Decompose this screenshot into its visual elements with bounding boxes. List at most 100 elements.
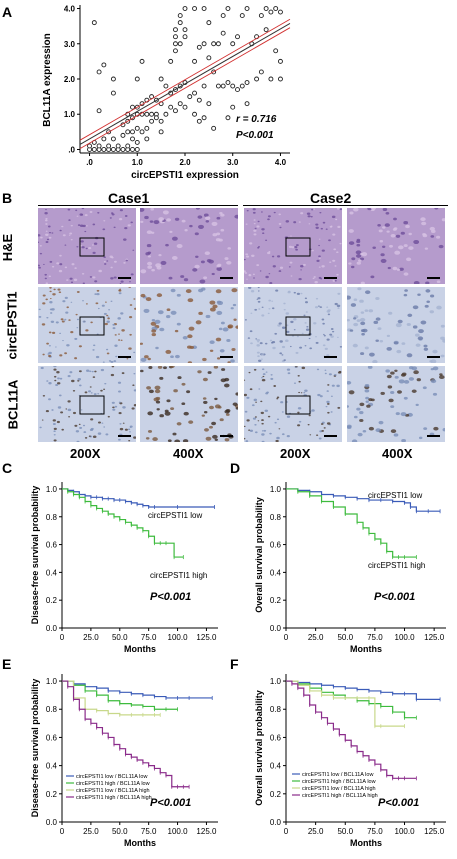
zoom-box: [79, 237, 105, 257]
scatter-point: [101, 147, 107, 152]
fit-line: [79, 23, 291, 145]
scatter-point: [87, 143, 92, 149]
panel-letter-b: B: [2, 190, 13, 206]
y-tick-label: 0.6: [46, 541, 58, 550]
mag-label-1: 200X: [70, 446, 101, 461]
scatter-point: [230, 104, 236, 110]
x-tick-label: 25.0: [308, 633, 324, 642]
zoom-box: [285, 237, 311, 257]
zoom-box: [285, 316, 311, 336]
scatter-point: [110, 76, 116, 82]
scatter-point: [96, 108, 102, 114]
scatter-point: [201, 115, 207, 121]
x-tick-label: 75.0: [367, 633, 383, 642]
scatter-point: [115, 143, 121, 149]
x-axis-label: Months: [350, 644, 382, 654]
y-tick-label: 0.2: [270, 596, 282, 605]
scatter-point: [192, 111, 197, 117]
scatter-point: [139, 58, 145, 64]
scatter-point: [182, 27, 188, 33]
scatter-point: [177, 41, 183, 47]
ci-lower-line: [79, 27, 291, 150]
scatter-point: [230, 41, 236, 47]
stat-p: P<0.001: [236, 130, 274, 141]
y-axis-label: Disease-free survival probability: [30, 486, 40, 625]
x-tick-label: 0: [284, 827, 289, 836]
scatter-point: [144, 136, 150, 142]
survival-plot-c: 0 25.0 50.0 75.0 100.0 125.0 0.0 0.2 0.4 0.6 0.8 1.…: [30, 482, 218, 654]
scatter-point: [91, 147, 97, 152]
scatter-point: [220, 30, 226, 36]
scatter-point: [215, 41, 221, 47]
tissue-image-he-2: [140, 208, 238, 284]
series-label-low: circEPSTI1 low: [148, 511, 202, 520]
x-tick-label: 125.0: [196, 633, 217, 642]
x-axis-label: Months: [124, 644, 156, 654]
tissue-image-bcl11a-3: [244, 366, 342, 442]
survival-plot-e: 0 25.0 50.0 75.0 100.0 125.0 0.0 0.2 0.4 0.6 0.8 1.…: [30, 674, 218, 848]
scatter-point: [196, 118, 202, 124]
scatter-point: [139, 129, 145, 135]
scatter-point: [158, 118, 164, 124]
scatter-point: [244, 6, 250, 11]
case2-header: Case2: [310, 190, 352, 206]
y-tick-label: 0.6: [46, 733, 58, 742]
scatter-point: [168, 58, 174, 64]
scatter-point: [225, 80, 231, 85]
scatter-point: [268, 76, 274, 82]
tissue-image-bcl11a-4: [347, 366, 445, 442]
x-tick-label: 75.0: [141, 633, 157, 642]
km-curve-3: [62, 680, 161, 716]
zoom-box: [285, 395, 311, 415]
legend-entry: circEPSTI1 high / BCL11A high: [76, 795, 152, 801]
scatter-point: [211, 41, 217, 47]
scatter-point: [201, 6, 207, 11]
x-axis-label: Months: [350, 838, 382, 848]
tissue-image-bcl11a-2: [140, 366, 238, 442]
x-tick-label: 125.0: [424, 827, 445, 836]
y-tick-label: 0.2: [46, 790, 58, 799]
tissue-image-circepsti1-4: [347, 287, 445, 363]
case1-header: Case1: [108, 190, 150, 206]
scatter-point: [206, 55, 212, 61]
y-tick-label: 0.6: [270, 541, 282, 550]
scatter-point: [206, 20, 212, 26]
scatter-point: [182, 34, 188, 40]
y-tick-label: 1.0: [270, 485, 282, 494]
scatter-point: [173, 41, 178, 47]
scatter-point: [182, 6, 188, 11]
scatter-point: [201, 83, 207, 89]
scatter-point: [158, 76, 164, 82]
tissue-image-he-4: [347, 208, 445, 284]
x-tick-label-a: 3.0: [227, 158, 239, 167]
scatter-point: [263, 6, 269, 11]
ci-upper-line: [79, 18, 291, 141]
scatter-plot-a: .0 .0 1.0 1.0 2.0 2.0 3.0 3.0 4.0 4.0 r = 0.716 P…: [42, 5, 291, 181]
y-tick-label-a: 4.0: [64, 5, 76, 14]
legend-entry: circEPSTI1 low / BCL11A low: [302, 772, 373, 778]
legend-entry: circEPSTI1 low / BCL11A high: [302, 786, 376, 792]
scatter-point: [153, 115, 159, 121]
scatter-point: [273, 6, 279, 11]
x-tick-label: 0: [60, 633, 65, 642]
scatter-point: [239, 83, 245, 89]
y-tick-label: 0.2: [270, 790, 282, 799]
scatter-point: [263, 27, 269, 33]
p-value: P<0.001: [378, 797, 419, 809]
stat-r: r = 0.716: [236, 114, 277, 125]
y-tick-label: 0.0: [270, 818, 282, 827]
zoom-box: [79, 395, 105, 415]
x-tick-label: 0: [284, 633, 289, 642]
scatter-point: [258, 69, 264, 75]
scatter-point: [230, 83, 236, 89]
km-curve-2: [62, 488, 184, 558]
scatter-point: [163, 111, 169, 117]
case2-rule: [243, 205, 448, 206]
panel-letter-a: A: [2, 4, 13, 20]
row-label-bcl11a: BCL11A: [5, 379, 21, 430]
scatter-point: [149, 118, 155, 124]
km-curve-2: [286, 680, 417, 719]
x-tick-label-a: .0: [86, 158, 93, 167]
legend-entry: circEPSTI1 low / BCL11A low: [76, 774, 147, 780]
scatter-point: [268, 9, 274, 15]
